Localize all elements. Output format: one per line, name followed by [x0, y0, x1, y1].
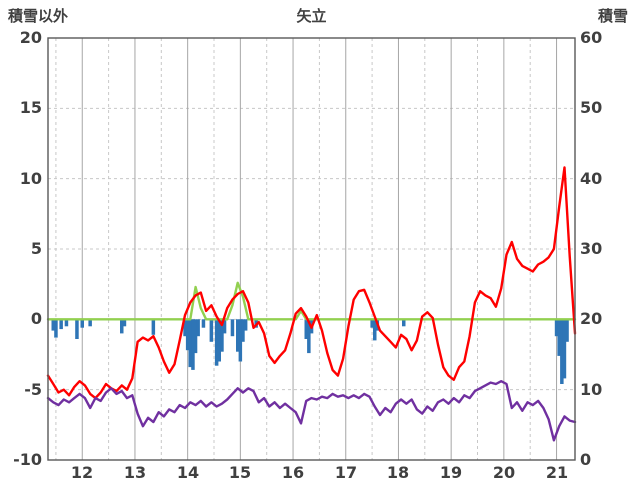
precip-bar — [217, 319, 221, 362]
precip-bar — [122, 319, 127, 327]
x-axis-tick: 13 — [123, 463, 147, 482]
x-axis-tick: 20 — [492, 463, 516, 482]
precip-bar — [191, 319, 195, 370]
precip-bar — [75, 319, 79, 339]
x-axis-tick: 17 — [334, 463, 358, 482]
red-line — [46, 166, 577, 400]
precip-bar — [557, 319, 561, 356]
precip-bar — [241, 319, 245, 342]
right-axis-tick: 10 — [580, 380, 603, 399]
left-axis-tick: 0 — [30, 309, 42, 328]
precip-bar — [120, 319, 124, 334]
left-axis-tick: 5 — [30, 239, 42, 258]
precip-bar — [554, 319, 559, 337]
precip-bar — [230, 319, 235, 337]
precip-bar — [402, 319, 406, 327]
right-axis-tick: 20 — [580, 309, 603, 328]
x-axis-tick: 16 — [281, 463, 305, 482]
left-axis-tick: -10 — [13, 450, 42, 469]
x-axis-tick: 14 — [176, 463, 200, 482]
precip-bar — [560, 319, 564, 384]
precip-bar — [193, 319, 198, 354]
left-axis-tick: 15 — [19, 98, 42, 117]
precip-bar — [243, 319, 248, 331]
precip-bar — [222, 319, 227, 334]
precip-bar — [51, 319, 55, 331]
precip-bar — [565, 319, 569, 342]
x-axis-tick: 12 — [70, 463, 94, 482]
precip-bar — [185, 319, 190, 351]
precip-bar — [196, 319, 200, 337]
precip-bar — [236, 319, 240, 352]
precip-bar — [54, 319, 58, 338]
precip-bar — [183, 319, 187, 337]
purple-line — [46, 380, 577, 442]
x-axis-tick: 21 — [545, 463, 569, 482]
green-line — [46, 281, 577, 321]
precip-bar — [373, 319, 377, 341]
left-axis-tick: 10 — [19, 169, 42, 188]
right-axis-title: 積雪 — [597, 7, 628, 25]
right-axis-tick: 0 — [580, 450, 592, 469]
right-axis-tick: 50 — [580, 98, 603, 117]
left-axis-title: 積雪以外 — [8, 7, 69, 25]
right-axis-tick: 30 — [580, 239, 603, 258]
x-axis-tick: 18 — [386, 463, 410, 482]
precip-bar — [238, 319, 243, 362]
left-axis-tick: 20 — [19, 28, 42, 47]
precip-bar — [80, 319, 84, 328]
precip-bar — [59, 319, 63, 330]
precip-bar — [307, 319, 311, 354]
x-axis-tick: 19 — [439, 463, 463, 482]
precip-bar — [188, 319, 192, 368]
precip-bar — [64, 319, 69, 327]
precip-bar — [370, 319, 374, 328]
precip-bar — [201, 319, 206, 328]
right-axis-tick: 60 — [580, 28, 603, 47]
left-axis-tick: -5 — [24, 380, 42, 399]
precip-bar — [151, 319, 156, 335]
chart-title: 矢立 — [296, 7, 327, 25]
precip-bar — [214, 319, 219, 366]
x-axis-tick: 15 — [228, 463, 252, 482]
right-axis-tick: 40 — [580, 169, 603, 188]
precip-bar — [88, 319, 92, 327]
precip-bar — [209, 319, 214, 342]
precip-bar — [304, 319, 308, 339]
precip-bar — [562, 319, 567, 379]
precip-bar — [220, 319, 224, 352]
